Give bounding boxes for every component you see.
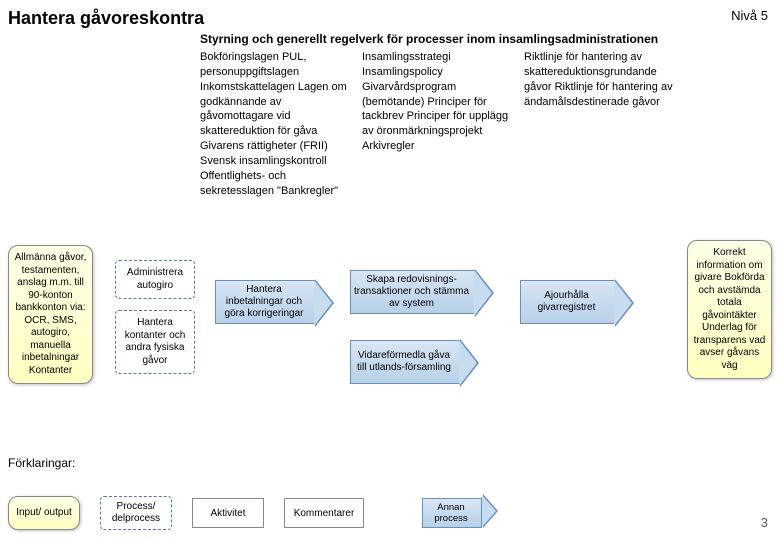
legend-label: Förklaringar: xyxy=(8,456,75,470)
page-number: 3 xyxy=(761,515,768,530)
governance-columns: Bokföringslagen PUL, personuppgiftslagen… xyxy=(200,50,674,198)
legend-activity: Aktivitet xyxy=(192,498,264,528)
gov-col-2: Insamlingsstrategi Insamlingspolicy Giva… xyxy=(362,50,512,198)
process-flow: Allmänna gåvor, testamenten, anslag m.m.… xyxy=(0,225,780,425)
legend-comment: Kommentarer xyxy=(284,498,364,528)
arrow-redovisning: Skapa redovisnings-transaktioner och stä… xyxy=(350,270,475,314)
arrow-inbetalningar: Hantera inbetalningar och göra korrigeri… xyxy=(215,280,315,324)
arrow-ajourhalla: Ajourhålla givarregistret xyxy=(520,280,615,324)
input-box: Allmänna gåvor, testamenten, anslag m.m.… xyxy=(8,245,93,384)
process-kontanter: Hantera kontanter och andra fysiska gåvo… xyxy=(115,310,195,374)
legend-arrow: Annan process xyxy=(422,498,482,528)
page-title: Hantera gåvoreskontra xyxy=(8,8,204,29)
gov-col-1: Bokföringslagen PUL, personuppgiftslagen… xyxy=(200,50,350,198)
legend-io: Input/ output xyxy=(8,496,80,530)
governance-header: Styrning och generellt regelverk för pro… xyxy=(200,32,700,46)
level-indicator: Nivå 5 xyxy=(731,8,768,23)
gov-col-3: Riktlinje för hantering av skatteredukti… xyxy=(524,50,674,198)
output-box: Korrekt information om givare Bokförda o… xyxy=(687,240,772,379)
legend: Input/ output Process/ delprocess Aktivi… xyxy=(8,496,482,530)
legend-process: Process/ delprocess xyxy=(100,496,172,530)
process-autogiro: Administrera autogiro xyxy=(115,260,195,299)
arrow-vidareformedla: Vidareförmedla gåva till utlands-församl… xyxy=(350,340,460,384)
